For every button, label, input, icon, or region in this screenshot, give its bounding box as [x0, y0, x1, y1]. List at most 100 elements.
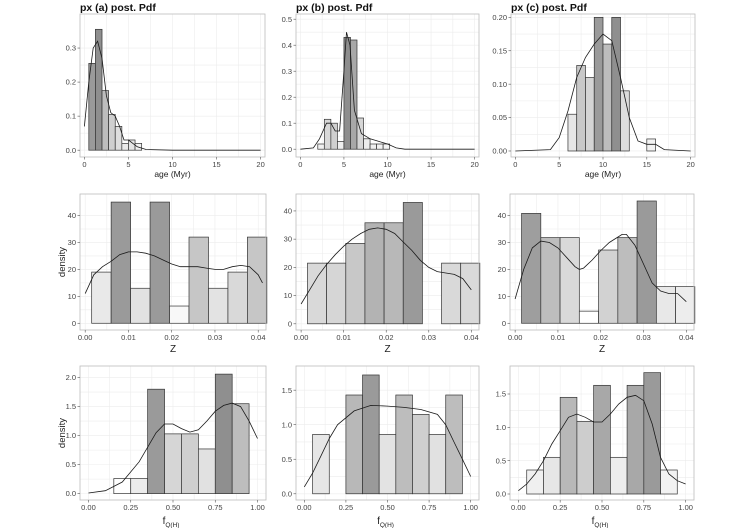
histogram-bar	[378, 434, 397, 495]
y-tick-label: 0.05	[492, 113, 507, 122]
histogram-bar	[121, 143, 129, 151]
y-tick-label: 1.5	[282, 386, 292, 395]
histogram-bar	[91, 271, 112, 324]
panel-b-fq: 0.00 0.25 0.50 0.75 1.00 0.0 0.5 1.0 1.5 fQ(H)	[282, 365, 480, 528]
histogram-bar	[312, 434, 330, 495]
x-tick-label: 0.75	[637, 503, 652, 512]
histogram-bar	[110, 201, 131, 324]
x-tick-label: 5	[557, 160, 561, 169]
y-tick-label: 10	[498, 292, 506, 301]
x-tick-label: 0.03	[636, 333, 651, 342]
histogram-bar	[593, 384, 611, 495]
histogram-bar	[620, 90, 630, 152]
density-curve	[514, 234, 687, 302]
histogram-bar	[610, 456, 628, 495]
y-tick-label: 0.5	[282, 15, 292, 24]
y-tick-label: 0.5	[282, 455, 292, 464]
x-tick-label: 20	[256, 160, 264, 169]
x-axis-label: fQ(H)	[163, 516, 180, 528]
panel-c-fq: 0.00 0.25 0.50 0.75 1.00 0.0 0.5 1.0 1.5 fQ(H)	[496, 365, 695, 528]
histogram-bar	[128, 139, 136, 151]
x-tick-label: 0.50	[595, 503, 610, 512]
x-tick-label: 0.50	[166, 503, 181, 512]
y-tick-label: 0.5	[66, 460, 76, 469]
x-tick-label: 0	[82, 160, 86, 169]
x-tick-label: 0.04	[251, 333, 266, 342]
histogram-bar	[540, 237, 561, 324]
histogram-bar	[602, 43, 613, 152]
x-tick-label: 0.03	[208, 333, 223, 342]
y-tick-label: 10	[284, 291, 292, 300]
x-tick-label: 5	[126, 160, 130, 169]
x-tick-label: 0.25	[339, 503, 354, 512]
histogram-bar	[369, 143, 377, 150]
histogram-bar	[660, 469, 678, 495]
y-tick-label: 0.0	[282, 145, 292, 154]
x-tick-label: 0	[298, 160, 302, 169]
x-tick-label: 0.75	[208, 503, 223, 512]
histogram-bar	[326, 262, 347, 325]
y-tick-label: 0.10	[492, 80, 507, 89]
x-axis-label: fQ(H)	[592, 516, 609, 528]
histogram-bar	[376, 143, 384, 150]
x-axis-label: Z	[170, 344, 176, 355]
plot-frame	[79, 193, 267, 331]
histogram-bar	[164, 433, 182, 494]
y-tick-label: 0.0	[496, 490, 506, 499]
x-axis-label: age (Myr)	[369, 169, 406, 179]
y-tick-label: 0.5	[496, 456, 506, 465]
y-tick-label: 0.0	[66, 146, 76, 155]
histogram-bar	[307, 262, 327, 325]
histogram-bar	[543, 456, 561, 495]
histogram-bar	[147, 388, 165, 494]
y-axis-label: density	[57, 247, 68, 277]
x-axis-label: fQ(H)	[377, 516, 394, 528]
x-axis-label: Z	[599, 344, 605, 355]
histogram-bar	[188, 236, 209, 324]
histogram-bar	[445, 394, 463, 495]
y-tick-label: 0.1	[282, 119, 292, 128]
histogram-bar	[576, 420, 594, 495]
x-tick-label: 0.00	[78, 333, 93, 342]
y-axis-label: density	[57, 418, 68, 448]
x-tick-label: 0.01	[551, 333, 566, 342]
histogram-bar	[247, 236, 268, 324]
x-axis-label: Z	[384, 344, 390, 355]
y-tick-label: 10	[68, 292, 76, 301]
histogram-bar	[428, 434, 447, 495]
density-curve	[300, 227, 472, 305]
density-curve	[518, 394, 686, 492]
histogram-bar	[412, 414, 430, 495]
x-tick-label: 0.00	[294, 333, 309, 342]
histogram-bar	[643, 372, 661, 495]
x-axis-label-main: f	[377, 516, 380, 527]
histogram-bar	[559, 396, 578, 495]
histogram-bar	[95, 28, 103, 151]
y-tick-label: 40	[498, 211, 506, 220]
histogram-bar	[227, 271, 248, 324]
density-curve	[303, 404, 472, 488]
panel-a-fq: 0.00 0.25 0.50 0.75 1.00 0.0 0.5 1.0 1.5 2.0 fQ(H)…	[57, 365, 267, 528]
y-tick-label: 30	[284, 235, 292, 244]
histogram-bar	[395, 394, 413, 495]
y-tick-label: 1.5	[66, 402, 76, 411]
y-tick-label: 20	[68, 265, 76, 274]
y-tick-label: 1.0	[66, 431, 76, 440]
panel-b-age: 0 5 10 15 20 0.0 0.1 0.2 0.3 0.4 0.5 px (b) post. P…	[282, 2, 480, 179]
histogram-bar	[576, 65, 586, 152]
histogram-bar	[578, 310, 599, 324]
histogram-bar	[363, 138, 371, 150]
histogram-bar	[149, 201, 170, 324]
histogram-bar	[585, 77, 595, 152]
x-tick-label: 0.02	[379, 333, 394, 342]
x-tick-label: 10	[599, 160, 607, 169]
panel-c-z: 0.00 0.01 0.02 0.03 0.04 0 10 20 30 40 Z	[498, 193, 696, 355]
x-tick-label: 0.75	[422, 503, 437, 512]
x-axis-label: age (Myr)	[585, 169, 622, 179]
x-tick-label: 0.01	[121, 333, 136, 342]
density-curve	[84, 40, 261, 151]
y-tick-label: 0.1	[66, 112, 76, 121]
histogram-bar	[460, 262, 481, 325]
